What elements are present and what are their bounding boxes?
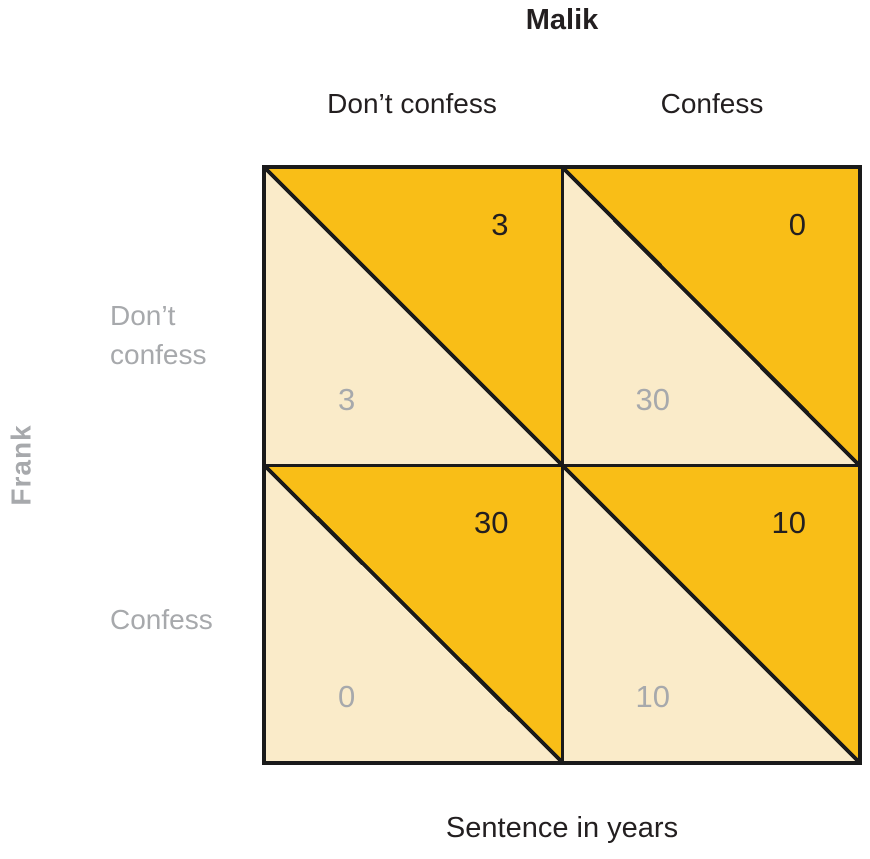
player-side-label: Frank <box>6 424 37 506</box>
column-label-dont-confess: Don’t confess <box>327 88 497 119</box>
malik-payoff: 0 <box>788 207 806 242</box>
cell-bottom-right: 10 10 <box>563 466 858 761</box>
player-top-label: Malik <box>525 4 599 36</box>
cell-top-left: 3 3 <box>266 169 561 464</box>
axis-caption: Sentence in years <box>445 812 679 844</box>
frank-payoff: 3 <box>338 381 356 417</box>
malik-payoff: 30 <box>474 504 509 540</box>
malik-payoff: 3 <box>491 207 509 242</box>
cell-top-right: 0 30 <box>563 169 858 464</box>
payoff-matrix: 3 3 0 30 30 0 10 10 <box>262 165 862 765</box>
column-label-confess: Confess <box>660 88 764 119</box>
frank-payoff: 0 <box>338 679 356 714</box>
malik-payoff: 10 <box>771 504 806 540</box>
frank-payoff: 30 <box>635 381 670 417</box>
row-label-dont-confess: Don’t confess <box>110 300 207 371</box>
frank-payoff: 10 <box>635 679 670 714</box>
row-label-confess: Confess <box>110 604 213 635</box>
side-label-container: Frank <box>0 165 44 765</box>
cell-bottom-left: 30 0 <box>266 466 561 761</box>
